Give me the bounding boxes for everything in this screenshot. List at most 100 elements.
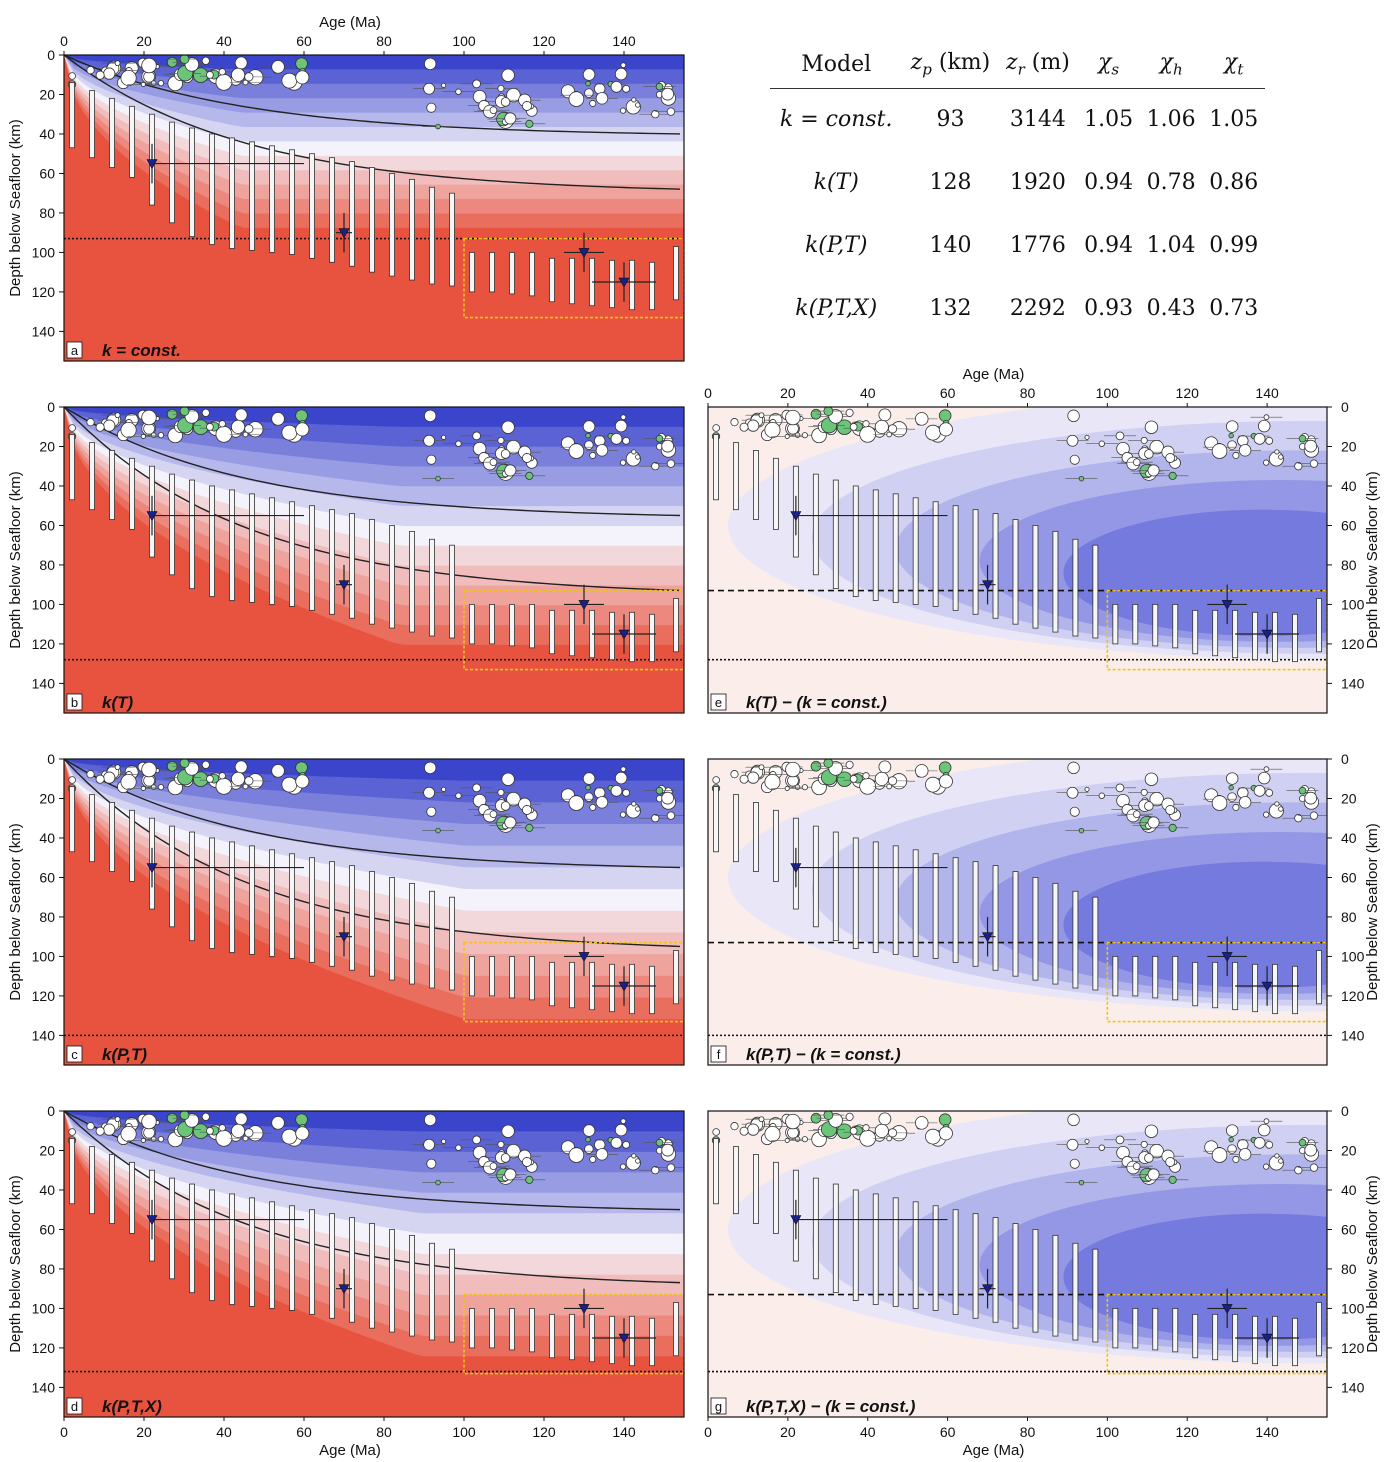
earthquake-marker <box>1294 1166 1303 1175</box>
lab-marker <box>338 228 350 239</box>
panel-letter: f <box>717 1047 721 1062</box>
earthquake-marker <box>1140 1140 1148 1148</box>
earthquake-marker <box>1066 434 1079 447</box>
earthquake-marker <box>938 409 952 422</box>
lab-depth-bar <box>129 457 135 530</box>
lab-depth-bar <box>1032 525 1039 629</box>
earthquake-marker <box>295 57 308 70</box>
y-tick-label: 60 <box>39 165 55 181</box>
cell-zr: 2292 <box>1009 296 1066 322</box>
cell-model: k(T) <box>813 170 859 196</box>
earthquake-marker <box>120 773 137 791</box>
difference-contour <box>1063 509 1327 636</box>
lab-depth-bar <box>209 837 215 949</box>
y-tick-label: 40 <box>1341 830 1357 846</box>
earthquake-marker <box>622 436 630 445</box>
earthquake-marker <box>595 796 609 809</box>
lab-depth-bar <box>409 1234 415 1337</box>
lab-depth-bar <box>1032 1229 1039 1333</box>
lab-marker <box>338 932 350 943</box>
earthquake-marker <box>1147 464 1160 477</box>
earthquake-marker <box>661 791 675 805</box>
earthquake-marker <box>435 475 441 482</box>
earthquake-marker <box>1165 805 1176 815</box>
panel-title: k(P,T,X) − (k = const.) <box>746 1397 916 1416</box>
earthquake-marker <box>730 418 739 427</box>
earthquake-marker <box>1078 827 1085 834</box>
col-chi-s: χs <box>1077 40 1140 90</box>
panel-letter-box <box>710 1045 727 1063</box>
x-tick-label: 120 <box>532 33 556 49</box>
isotherm-band <box>64 759 684 781</box>
earthquake-marker <box>631 1153 637 1159</box>
earthquake-marker <box>1265 436 1274 445</box>
lab-depth-bar <box>529 252 535 297</box>
lab-marker <box>146 159 158 170</box>
x-tick-label: 120 <box>532 1424 556 1440</box>
lab-depth-bar <box>1112 1308 1119 1349</box>
lab-depth-bar <box>469 604 475 645</box>
x-tick-label: 0 <box>704 385 712 401</box>
earthquake-marker <box>914 1116 929 1130</box>
lab-marker <box>982 580 994 591</box>
earthquake-marker <box>441 1138 447 1144</box>
lab-depth-bar <box>852 1189 859 1301</box>
earthquake-marker <box>1098 1144 1106 1151</box>
x-tick-label: 100 <box>1096 1424 1120 1440</box>
earthquake-marker <box>712 1128 720 1136</box>
earthquake-marker <box>271 412 285 426</box>
panel-d: 0 20 40 60 80 100 120 140 Depth below Seafloor (… <box>7 1103 685 1459</box>
earthquake-marker <box>472 79 481 89</box>
cell-model: k(P,T) <box>804 233 868 259</box>
earthquake-marker <box>271 764 285 778</box>
x-tick-label: 120 <box>1176 1424 1200 1440</box>
earthquake-marker <box>242 783 249 790</box>
lab-depth-bar <box>1316 950 1322 1005</box>
earthquake-marker <box>1228 432 1234 439</box>
earthquake-marker <box>1227 1144 1237 1154</box>
earthquake-marker <box>1165 1157 1176 1167</box>
earthquake-marker <box>666 107 676 116</box>
earthquake-marker <box>655 82 664 91</box>
lab-depth-bar <box>1252 611 1259 661</box>
earthquake-marker <box>925 776 941 793</box>
lab-depth-bar <box>892 493 899 603</box>
lab-marker <box>338 580 350 591</box>
earthquake-marker <box>497 436 505 444</box>
earthquake-marker <box>1140 788 1148 796</box>
y-tick-label: 80 <box>1341 557 1357 573</box>
earthquake-marker <box>68 72 76 80</box>
lab-depth-bar <box>992 513 999 619</box>
lab-depth-bar <box>972 861 979 967</box>
lab-depth-bar <box>169 121 175 224</box>
earthquake-marker <box>423 82 435 95</box>
lab-depth-bar <box>529 604 535 649</box>
earthquake-marker <box>610 784 623 797</box>
difference-contour <box>1063 861 1327 988</box>
x-tick-label: 0 <box>704 1424 712 1440</box>
panel-letter: d <box>71 1399 78 1414</box>
y-tick-label: 40 <box>1341 1182 1357 1198</box>
x-tick-label: 20 <box>136 33 152 49</box>
lab-depth-bar <box>1132 604 1139 645</box>
panel-frame <box>707 406 1328 714</box>
lab-depth-bar <box>1012 871 1019 977</box>
earthquake-marker <box>206 775 214 783</box>
lab-depth-bar <box>509 604 515 647</box>
earthquake-marker <box>938 422 953 437</box>
earthquake-marker <box>141 1113 157 1130</box>
earthquake-marker <box>1147 816 1160 829</box>
earthquake-marker <box>68 1128 76 1136</box>
cell-xh: 1.04 <box>1146 233 1196 259</box>
earthquake-marker <box>426 102 437 113</box>
x-tick-label: 20 <box>780 1424 796 1440</box>
earthquake-marker <box>823 1111 834 1120</box>
earthquake-marker <box>878 408 892 422</box>
earthquake-marker <box>886 431 893 438</box>
earthquake-marker <box>801 1136 808 1143</box>
earthquake-marker <box>525 1175 534 1184</box>
y-tick-label: 120 <box>1341 636 1365 652</box>
earthquake-marker <box>849 423 858 431</box>
lab-depth-bar <box>912 1201 919 1309</box>
earthquake-marker <box>1228 784 1234 791</box>
